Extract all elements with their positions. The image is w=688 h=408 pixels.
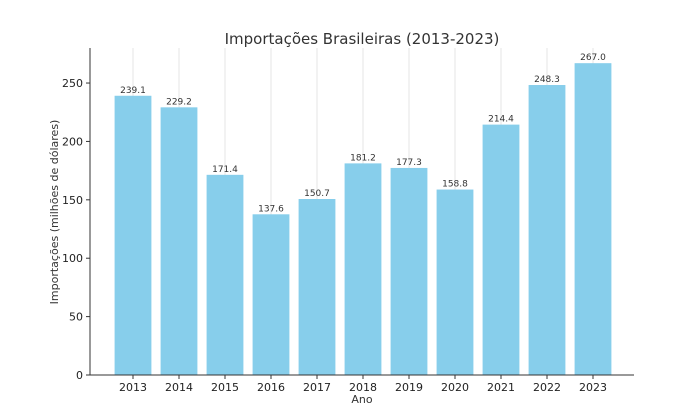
y-tick-label-100: 100: [62, 252, 83, 265]
bar-2021: [482, 124, 520, 376]
bar-2019: [390, 167, 428, 375]
tick-labels: 0 50 100 150 200 250 2013 2014 2015 2016 2017 2018 2…: [62, 77, 607, 394]
bar-2016: [252, 214, 290, 375]
data-label-2016: 137.6: [258, 204, 284, 214]
y-tick-label-150: 150: [62, 194, 83, 207]
data-label-2020: 158.8: [442, 180, 468, 190]
y-tick-label-50: 50: [69, 311, 83, 324]
data-label-2022: 248.3: [534, 75, 560, 85]
data-label-2013: 239.1: [120, 86, 146, 96]
y-tick-label-250: 250: [62, 77, 83, 90]
x-tick-label-2018: 2018: [349, 381, 377, 394]
data-label-2015: 171.4: [212, 165, 238, 175]
bar-2020: [436, 189, 474, 375]
data-labels: 239.1 229.2 171.4 137.6 150.7 181.2 177.3 158.8…: [120, 53, 606, 214]
data-label-2019: 177.3: [396, 158, 422, 168]
x-tick-label-2017: 2017: [303, 381, 331, 394]
x-tick-label-2021: 2021: [487, 381, 515, 394]
data-label-2023: 267.0: [580, 53, 606, 63]
y-tick-label-200: 200: [62, 135, 83, 148]
x-tick-label-2016: 2016: [257, 381, 285, 394]
x-tick-label-2023: 2023: [579, 381, 607, 394]
x-tick-label-2014: 2014: [165, 381, 193, 394]
x-tick-label-2019: 2019: [395, 381, 423, 394]
x-tick-label-2020: 2020: [441, 381, 469, 394]
y-axis-label: Importações (milhões de dólares): [48, 120, 61, 305]
bar-2013: [114, 95, 152, 376]
data-label-2014: 229.2: [166, 97, 192, 107]
x-tick-label-2015: 2015: [211, 381, 239, 394]
bar-2015: [206, 174, 244, 375]
bar-2017: [298, 199, 336, 375]
bars: [114, 63, 612, 376]
bar-2018: [344, 163, 382, 375]
data-label-2017: 150.7: [304, 189, 330, 199]
y-tick-label-0: 0: [76, 369, 83, 382]
x-tick-label-2022: 2022: [533, 381, 561, 394]
x-tick-label-2013: 2013: [119, 381, 147, 394]
bar-2022: [528, 85, 566, 376]
x-axis-label: Ano: [351, 393, 372, 404]
chart-title: Importações Brasileiras (2013-2023): [225, 30, 500, 48]
bar-2014: [160, 107, 198, 375]
data-label-2018: 181.2: [350, 153, 376, 163]
axes: [86, 48, 634, 379]
data-label-2021: 214.4: [488, 115, 514, 125]
bar-2023: [574, 63, 612, 376]
